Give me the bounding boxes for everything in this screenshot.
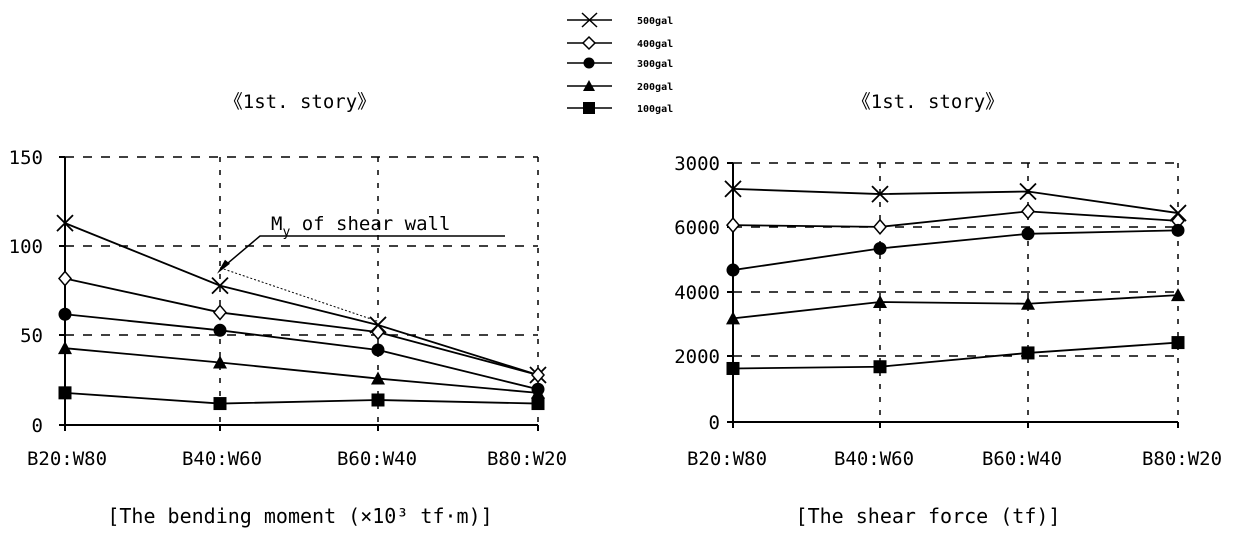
data-point-400gal <box>726 217 740 234</box>
y-tick-label: 6000 <box>674 217 720 239</box>
legend-item-100gal: 100gal <box>567 102 673 115</box>
series-line-400gal <box>64 277 539 376</box>
shear-wall-annotation: My of shear wall <box>271 213 450 240</box>
data-point-200gal <box>531 385 545 399</box>
legend-label-500gal: 500gal <box>637 16 673 27</box>
data-point-200gal <box>371 371 385 385</box>
legend-label-200gal: 200gal <box>637 82 673 93</box>
data-point-100gal <box>1021 346 1035 360</box>
series-line-500gal <box>732 188 1179 214</box>
chart-title: 《1st. story》 <box>852 91 1004 113</box>
x-tick-label: B60:W40 <box>337 448 417 470</box>
shear-force-chart: 《1st. story》 0 2000 4000 6000 3000 B20:W80 B40… <box>674 91 1222 528</box>
y-tick-label: 0 <box>709 412 720 434</box>
data-point-500gal <box>1019 182 1037 201</box>
data-point-300gal <box>1171 223 1185 237</box>
data-point-300gal <box>873 241 887 255</box>
x-tick-label: B40:W60 <box>834 448 914 470</box>
series-line-500gal <box>64 222 539 376</box>
shear-wall-my-line <box>219 267 379 322</box>
data-point-100gal <box>58 386 72 400</box>
data-point-300gal <box>371 343 385 357</box>
series-line-100gal <box>64 391 539 405</box>
data-point-200gal <box>873 294 887 308</box>
data-point-500gal <box>56 214 74 232</box>
y-tick-label: 0 <box>32 415 43 437</box>
data-point-300gal <box>58 307 72 321</box>
annotation-arrowhead-icon <box>217 259 230 274</box>
legend-item-200gal: 200gal <box>567 80 673 93</box>
data-point-500gal <box>211 277 229 295</box>
legend: 500gal 400gal 300gal 200gal 100gal <box>567 12 673 115</box>
data-point-100gal <box>213 397 227 411</box>
series-line-300gal <box>64 313 539 391</box>
y-tick-label: 3000 <box>674 153 720 175</box>
series-line-100gal <box>732 341 1179 370</box>
x-tick-label: B20:W80 <box>687 448 767 470</box>
data-point-200gal <box>726 311 740 325</box>
x-tick-label: B80:W20 <box>487 448 567 470</box>
data-point-300gal <box>726 263 740 277</box>
y-tick-label: 2000 <box>674 346 720 368</box>
y-tick-label: 150 <box>9 147 43 169</box>
legend-item-500gal: 500gal <box>567 12 673 28</box>
x-mark-icon <box>581 12 598 28</box>
x-tick-label: B80:W20 <box>1142 448 1222 470</box>
y-tick-label: 50 <box>20 325 43 347</box>
legend-label-100gal: 100gal <box>637 104 673 115</box>
data-point-500gal <box>871 185 889 203</box>
data-point-200gal <box>1171 288 1185 302</box>
square-icon <box>583 102 595 114</box>
circle-icon <box>583 57 595 69</box>
data-point-400gal <box>58 270 72 287</box>
data-point-400gal <box>1021 203 1035 220</box>
bending-moment-chart: 《1st. story》 0 50 100 150 B20:W80 B40:W60 B60:… <box>9 91 567 528</box>
data-point-400gal <box>873 218 887 236</box>
data-point-100gal <box>1171 336 1185 350</box>
triangle-icon <box>583 80 595 91</box>
diamond-icon <box>581 35 597 51</box>
data-point-200gal <box>213 355 227 369</box>
chart-title: 《1st. story》 <box>224 91 376 113</box>
x-tick-label: B60:W40 <box>982 448 1062 470</box>
x-tick-label: B40:W60 <box>182 448 262 470</box>
data-point-100gal <box>873 360 887 374</box>
series-line-300gal <box>732 229 1179 271</box>
legend-label-300gal: 300gal <box>637 59 673 70</box>
data-point-100gal <box>531 397 545 411</box>
legend-label-400gal: 400gal <box>637 39 673 50</box>
series-line-400gal <box>732 210 1179 228</box>
data-point-100gal <box>371 393 385 407</box>
series-line-200gal <box>64 347 539 394</box>
y-tick-label: 4000 <box>674 282 720 304</box>
data-point-500gal <box>724 180 742 198</box>
data-point-400gal <box>213 304 227 321</box>
chart-caption: [The bending moment (×10³ tf·m)] <box>107 504 492 528</box>
data-point-100gal <box>726 361 740 375</box>
series-line-200gal <box>732 294 1179 320</box>
data-point-400gal <box>531 366 545 384</box>
data-point-300gal <box>213 323 227 337</box>
data-point-300gal <box>1021 227 1035 241</box>
x-tick-label: B20:W80 <box>27 448 107 470</box>
data-point-200gal <box>1021 296 1035 310</box>
y-tick-label: 100 <box>9 236 43 258</box>
annotation-leader-line <box>219 235 505 271</box>
legend-item-300gal: 300gal <box>567 57 673 70</box>
data-point-400gal <box>371 323 385 341</box>
data-point-200gal <box>58 341 72 355</box>
legend-item-400gal: 400gal <box>567 35 673 51</box>
chart-caption: [The shear force (tf)] <box>796 504 1061 528</box>
